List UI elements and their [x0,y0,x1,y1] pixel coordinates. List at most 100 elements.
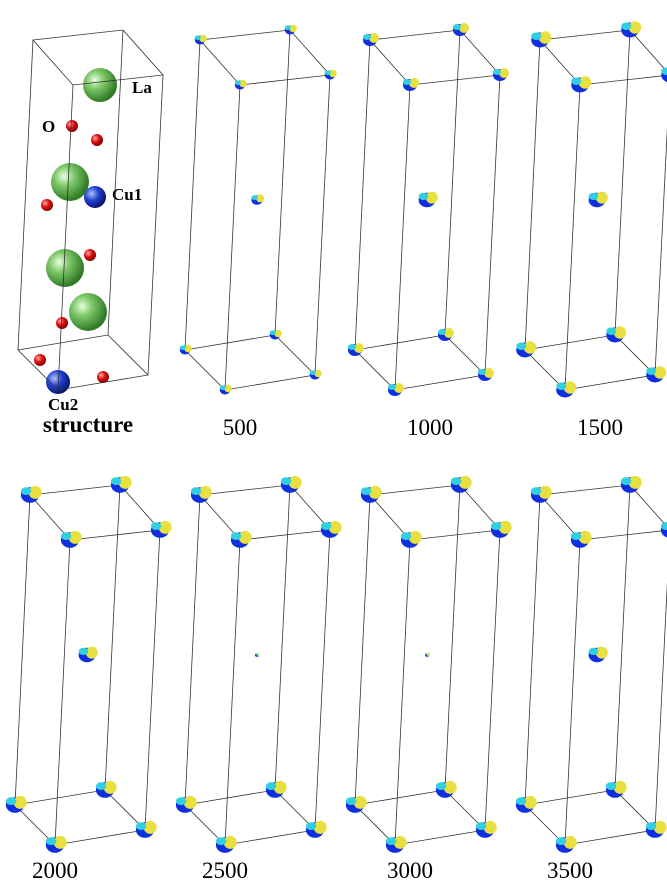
panel-caption: 500 [223,415,258,440]
density-lobe [451,477,461,485]
cell-edge [525,40,540,350]
panel-caption: 1500 [577,415,623,440]
density-lobe [325,71,331,76]
panel-caption: 3000 [387,858,433,883]
panel-caption: structure [43,412,133,437]
density-lobe [388,384,396,390]
density-lobe [96,782,106,790]
cell-edge [540,30,667,85]
atom-la [51,163,89,201]
density-lobe [216,837,226,845]
atom-o [91,134,103,146]
density-lobe [151,522,161,530]
atom-o [97,371,109,383]
cell-edge [275,485,290,790]
density-lobe [79,648,89,655]
density-lobe [180,346,186,351]
density-lobe [21,487,31,495]
cell-edge [525,335,655,390]
density-lobe [436,782,446,790]
panel [346,476,512,853]
cell-edge [355,40,370,350]
atom-la [83,68,117,102]
atom-o [66,120,78,132]
density-lobe [606,782,616,790]
density-lobe [571,78,581,86]
cell-edge [355,335,485,390]
cell-edge [445,30,460,335]
density-lobe [321,522,331,530]
density-lobe [516,797,526,805]
cell-edge [445,485,460,790]
cell-edge [275,30,290,335]
density-lobe [195,36,201,41]
cell-edge [200,485,330,540]
atom-cu [84,186,106,208]
atom-label: La [132,78,152,97]
cell-edge [355,790,485,845]
density-lobe [310,371,316,376]
density-lobe [46,837,56,845]
density-lobe [646,822,656,830]
panel-caption: 2500 [202,858,248,883]
cell-edge [315,75,330,375]
density-lobe [438,329,446,335]
cell-edge [15,495,30,805]
cell-edge [565,85,580,390]
density-lobe [346,797,356,805]
cell-edge [225,540,240,845]
cell-edge [145,530,160,830]
atom-o [41,199,53,211]
cell-edge [485,75,500,375]
density-lobe [361,487,371,495]
cell-edge [655,75,667,375]
cell-edge [200,30,330,85]
cell-edge [615,30,630,335]
cell-edge [525,790,655,845]
atom-label: Cu1 [112,185,142,204]
density-lobe [571,532,581,540]
density-lobe [348,344,356,350]
density-lobe [453,24,461,30]
density-lobe [556,383,566,391]
cell-edge [15,790,145,845]
figure-canvas: La O Cu1 Cu2 structure500100015002000250… [0,0,667,883]
cell-edge [105,485,120,790]
cell-edge [30,485,160,540]
density-lobe [306,822,316,830]
density-lobe [476,822,486,830]
cell-edge [355,495,370,805]
density-lobe [61,532,71,540]
density-lobe [646,368,656,376]
density-lobe [255,653,257,655]
cell-edge [58,85,73,390]
panel [180,25,337,395]
atom-o [56,317,68,329]
atom-label: O [42,117,55,136]
density-lobe [403,79,411,85]
cell-edge [485,530,500,830]
density-lobe [493,69,501,75]
cell-edge [225,85,240,390]
cell-edge [395,540,410,845]
density-lobe [516,343,526,351]
density-lobe [621,477,631,485]
cell-edge [565,540,580,845]
cell-edge [185,495,200,805]
density-lobe [191,487,201,495]
panel-caption: 1000 [407,415,453,440]
atom-la [69,293,107,331]
density-lobe [285,26,291,31]
cell-edge [315,530,330,830]
density-lobe [363,34,371,40]
density-lobe [266,782,276,790]
cell-edge [185,790,315,845]
density-lobe [531,487,541,495]
cell-edge [615,485,630,790]
density-lobe [491,522,501,530]
density-lobe [111,477,121,485]
density-lobe [606,328,616,336]
cell-edge [395,85,410,390]
density-lobe [621,23,631,31]
density-lobe [589,193,599,200]
